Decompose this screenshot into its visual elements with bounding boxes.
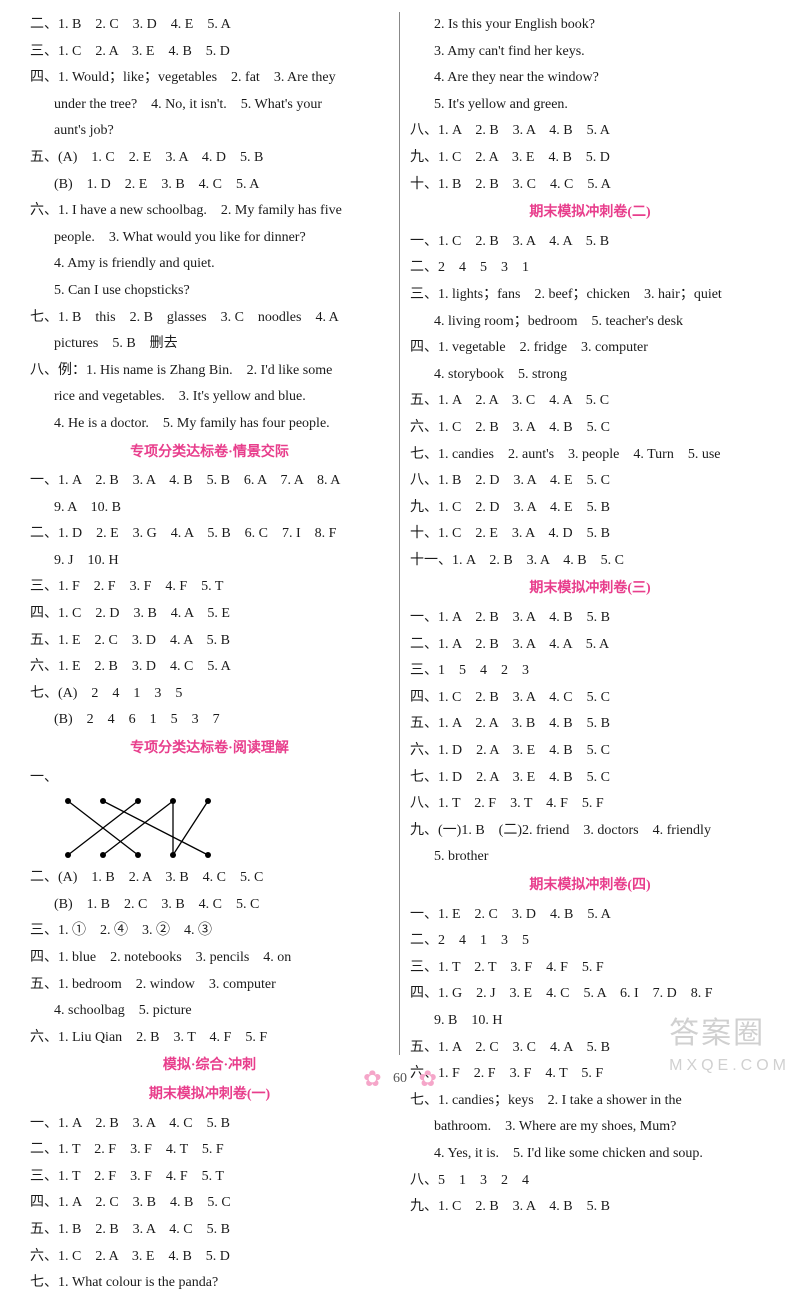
answer-line: 五、1. A 2. A 3. B 4. B 5. B: [410, 711, 770, 738]
answer-line: 四、1. Would；like；vegetables 2. fat 3. Are…: [30, 65, 389, 92]
matching-diagram: [58, 793, 218, 863]
section-heading: 期末模拟冲刺卷(二): [410, 200, 770, 227]
answer-line: 九、(一)1. B (二)2. friend 3. doctors 4. fri…: [410, 818, 770, 845]
answer-line: 二、2 4 1 3 5: [410, 928, 770, 955]
answer-line: rice and vegetables. 3. It's yellow and …: [30, 384, 389, 411]
answer-line: 4. Amy is friendly and quiet.: [30, 251, 389, 278]
answer-line: (B) 1. B 2. C 3. B 4. C 5. C: [30, 892, 389, 919]
answer-line: 三、1. lights；fans 2. beef；chicken 3. hair…: [410, 282, 770, 309]
answer-line: 三、1. F 2. F 3. F 4. F 5. T: [30, 574, 389, 601]
answer-line: 九、1. C 2. D 3. A 4. E 5. B: [410, 495, 770, 522]
answer-line: 八、1. A 2. B 3. A 4. B 5. A: [410, 118, 770, 145]
answer-line: 七、1. candies 2. aunt's 3. people 4. Turn…: [410, 442, 770, 469]
answer-line: people. 3. What would you like for dinne…: [30, 225, 389, 252]
answer-line: 9. A 10. B: [30, 495, 389, 522]
answer-line: 八、1. T 2. F 3. T 4. F 5. F: [410, 791, 770, 818]
section-heading: 期末模拟冲刺卷(四): [410, 873, 770, 900]
answer-line: bathroom. 3. Where are my shoes, Mum?: [410, 1114, 770, 1141]
answer-line: 十一、1. A 2. B 3. A 4. B 5. C: [410, 548, 770, 575]
answer-line: 四、1. C 2. D 3. B 4. A 5. E: [30, 601, 389, 628]
answer-line: 五、1. B 2. B 3. A 4. C 5. B: [30, 1217, 389, 1244]
answer-line: 4. living room；bedroom 5. teacher's desk: [410, 309, 770, 336]
answer-line: (B) 2 4 6 1 5 3 7: [30, 707, 389, 734]
answer-line: 一、1. E 2. C 3. D 4. B 5. A: [410, 902, 770, 929]
answer-line: 二、1. T 2. F 3. F 4. T 5. F: [30, 1137, 389, 1164]
answer-line: 二、1. A 2. B 3. A 4. A 5. A: [410, 632, 770, 659]
answer-line: (B) 1. D 2. E 3. B 4. C 5. A: [30, 172, 389, 199]
answer-line: 四、1. C 2. B 3. A 4. C 5. C: [410, 685, 770, 712]
answer-line: 4. Yes, it is. 5. I'd like some chicken …: [410, 1141, 770, 1168]
section-heading: 专项分类达标卷·情景交际: [30, 440, 389, 467]
answer-line: 六、1. Liu Qian 2. B 3. T 4. F 5. F: [30, 1025, 389, 1052]
answer-line: 六、1. C 2. A 3. E 4. B 5. D: [30, 1244, 389, 1271]
answer-line: 一、1. A 2. B 3. A 4. B 5. B 6. A 7. A 8. …: [30, 468, 389, 495]
answer-line: 一、1. C 2. B 3. A 4. A 5. B: [410, 229, 770, 256]
section-heading: 专项分类达标卷·阅读理解: [30, 736, 389, 763]
answer-line: 七、1. What colour is the panda?: [30, 1270, 389, 1297]
answer-line: 一、1. A 2. B 3. A 4. B 5. B: [410, 605, 770, 632]
answer-line: 5. Can I use chopsticks?: [30, 278, 389, 305]
answer-line: 一、: [30, 765, 389, 792]
answer-line: 十、1. C 2. E 3. A 4. D 5. B: [410, 521, 770, 548]
answer-line: 六、1. C 2. B 3. A 4. B 5. C: [410, 415, 770, 442]
right-column: 2. Is this your English book? 3. Amy can…: [400, 12, 780, 1055]
answer-line: 一、1. A 2. B 3. A 4. C 5. B: [30, 1111, 389, 1138]
answer-line: 三、1. C 2. A 3. E 4. B 5. D: [30, 39, 389, 66]
answer-line: 三、1 5 4 2 3: [410, 658, 770, 685]
answer-line: 三、1. ① 2. ④ 3. ② 4. ③: [30, 918, 389, 945]
page-container: 二、1. B 2. C 3. D 4. E 5. A 三、1. C 2. A 3…: [0, 0, 800, 1055]
answer-line: 九、1. C 2. A 3. E 4. B 5. D: [410, 145, 770, 172]
answer-line: 十、1. B 2. B 3. C 4. C 5. A: [410, 172, 770, 199]
answer-line: 八、例：1. His name is Zhang Bin. 2. I'd lik…: [30, 358, 389, 385]
answer-line: aunt's job?: [30, 118, 389, 145]
flower-icon: ✿: [419, 1066, 437, 1091]
flower-icon: ✿: [363, 1066, 381, 1091]
answer-line: 2. Is this your English book?: [410, 12, 770, 39]
answer-line: 4. He is a doctor. 5. My family has four…: [30, 411, 389, 438]
page-number: 60: [393, 1071, 407, 1086]
answer-line: 四、1. blue 2. notebooks 3. pencils 4. on: [30, 945, 389, 972]
answer-line: 九、1. C 2. B 3. A 4. B 5. B: [410, 1194, 770, 1221]
left-column: 二、1. B 2. C 3. D 4. E 5. A 三、1. C 2. A 3…: [20, 12, 400, 1055]
answer-line: 二、2 4 5 3 1: [410, 255, 770, 282]
answer-line: 9. J 10. H: [30, 548, 389, 575]
answer-line: pictures 5. B 删去: [30, 331, 389, 358]
answer-line: 五、1. E 2. C 3. D 4. A 5. B: [30, 628, 389, 655]
answer-line: 八、1. B 2. D 3. A 4. E 5. C: [410, 468, 770, 495]
answer-line: 4. storybook 5. strong: [410, 362, 770, 389]
answer-line: 七、1. D 2. A 3. E 4. B 5. C: [410, 765, 770, 792]
answer-line: 六、1. I have a new schoolbag. 2. My famil…: [30, 198, 389, 225]
answer-line: 五、(A) 1. C 2. E 3. A 4. D 5. B: [30, 145, 389, 172]
answer-line: 二、(A) 1. B 2. A 3. B 4. C 5. C: [30, 865, 389, 892]
answer-line: 四、1. A 2. C 3. B 4. B 5. C: [30, 1190, 389, 1217]
answer-line: 八、5 1 3 2 4: [410, 1168, 770, 1195]
answer-line: 4. Are they near the window?: [410, 65, 770, 92]
answer-line: 三、1. T 2. F 3. F 4. F 5. T: [30, 1164, 389, 1191]
watermark-bottom: MXQE.COM: [669, 1055, 790, 1077]
answer-line: 七、(A) 2 4 1 3 5: [30, 681, 389, 708]
answer-line: 三、1. T 2. T 3. F 4. F 5. F: [410, 955, 770, 982]
answer-line: 二、1. B 2. C 3. D 4. E 5. A: [30, 12, 389, 39]
answer-line: 四、1. vegetable 2. fridge 3. computer: [410, 335, 770, 362]
answer-line: 5. It's yellow and green.: [410, 92, 770, 119]
answer-line: 4. schoolbag 5. picture: [30, 998, 389, 1025]
answer-line: 四、1. G 2. J 3. E 4. C 5. A 6. I 7. D 8. …: [410, 981, 770, 1008]
answer-line: 五、1. bedroom 2. window 3. computer: [30, 972, 389, 999]
answer-line: under the tree? 4. No, it isn't. 5. What…: [30, 92, 389, 119]
answer-line: 5. brother: [410, 844, 770, 871]
answer-line: 二、1. D 2. E 3. G 4. A 5. B 6. C 7. I 8. …: [30, 521, 389, 548]
answer-line: 3. Amy can't find her keys.: [410, 39, 770, 66]
watermark: 答案圈 MXQE.COM: [669, 1013, 790, 1077]
section-heading: 期末模拟冲刺卷(三): [410, 576, 770, 603]
answer-line: 六、1. E 2. B 3. D 4. C 5. A: [30, 654, 389, 681]
watermark-top: 答案圈: [669, 1017, 765, 1050]
answer-line: 五、1. A 2. A 3. C 4. A 5. C: [410, 388, 770, 415]
answer-line: 六、1. D 2. A 3. E 4. B 5. C: [410, 738, 770, 765]
answer-line: 七、1. B this 2. B glasses 3. C noodles 4.…: [30, 305, 389, 332]
